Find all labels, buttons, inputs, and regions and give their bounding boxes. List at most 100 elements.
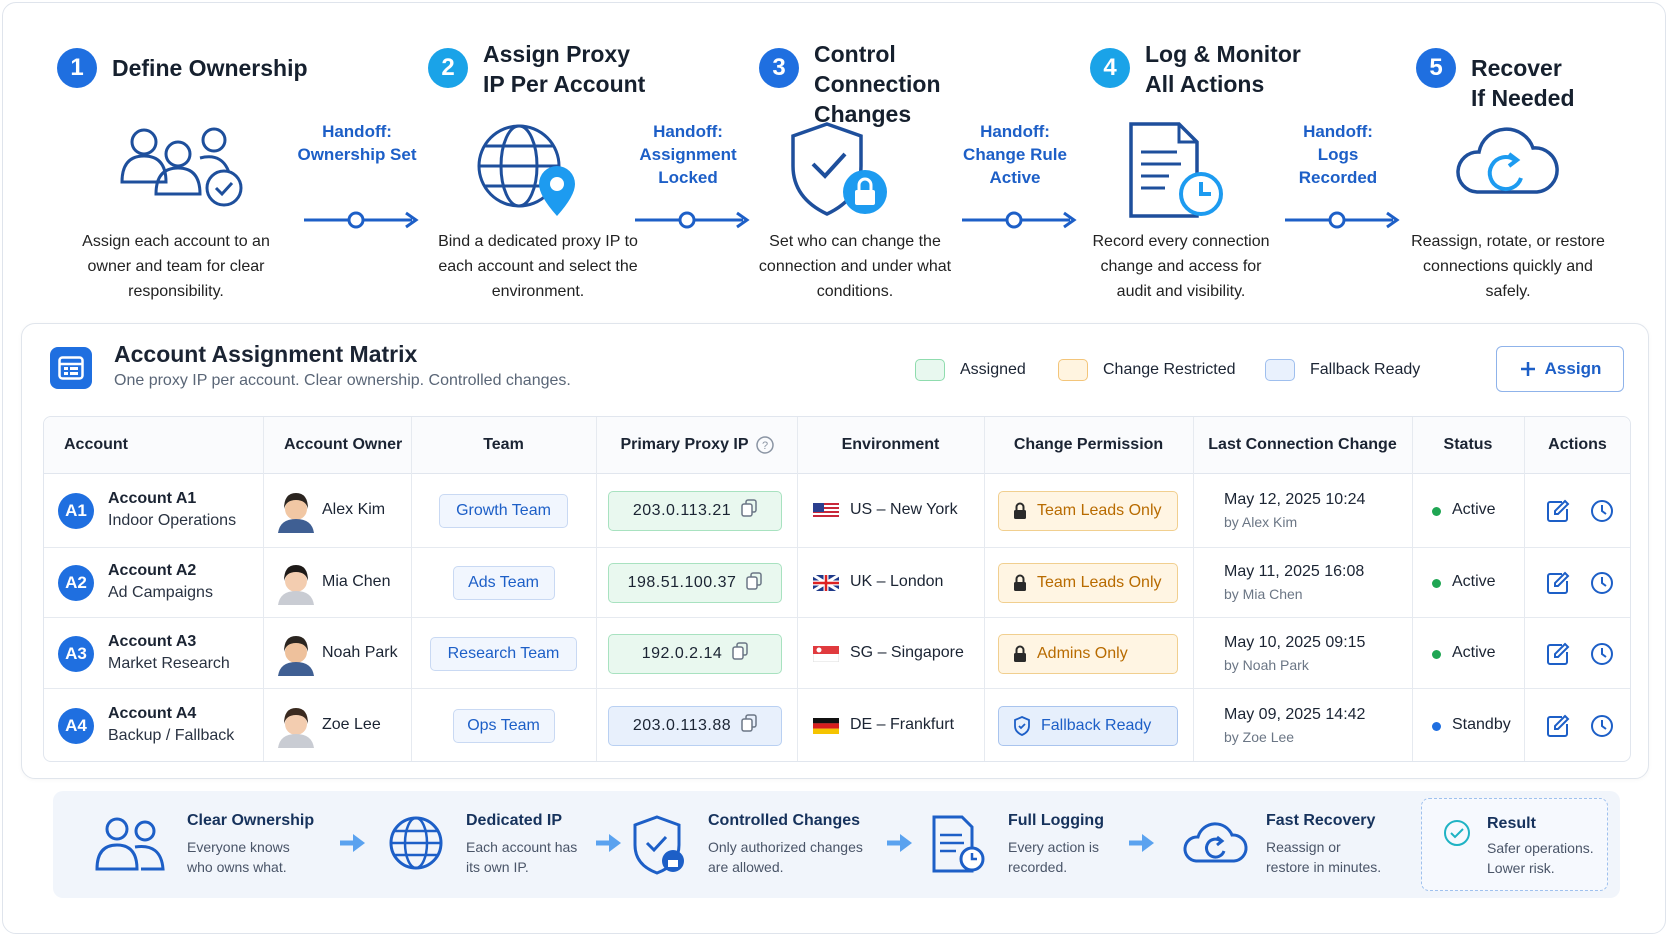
- column-header: Account Owner: [284, 436, 403, 453]
- handoff-prefix: Handoff:: [1303, 122, 1373, 141]
- row-divider: [44, 688, 1630, 689]
- owner-name: Mia Chen: [322, 573, 391, 590]
- ip-address: 203.0.113.21: [632, 501, 732, 519]
- arrow-glyph: [887, 834, 912, 852]
- step-title: Define Ownership: [112, 55, 308, 81]
- history-button[interactable]: [1590, 571, 1614, 600]
- handoff-prefix: Handoff:: [653, 122, 723, 141]
- step-icon: [473, 120, 583, 225]
- summary-title: Fast Recovery: [1266, 812, 1376, 829]
- clock-glyph: [1591, 499, 1613, 522]
- edit-glyph: [1547, 571, 1570, 594]
- team-pill: Ops Team: [452, 708, 555, 743]
- avatar: [276, 489, 316, 538]
- clock-glyph: [1591, 714, 1613, 737]
- header-row: [44, 417, 1630, 474]
- edit-glyph: [1547, 499, 1570, 522]
- summary-arrow: [1127, 832, 1157, 859]
- summary-text: Every action is recorded.: [1008, 839, 1100, 875]
- column-header: Environment: [841, 436, 940, 453]
- avatar-glyph: [278, 565, 314, 605]
- environment: DE – Frankfurt: [850, 715, 955, 733]
- permission-pill: Team Leads Only: [998, 490, 1178, 531]
- step-title: Recover If Needed: [1471, 55, 1575, 111]
- account-badge: A1: [58, 492, 94, 529]
- help-glyph: ?: [756, 436, 774, 454]
- account-badge: A4: [58, 707, 94, 744]
- arrow-glyph: [962, 211, 1077, 229]
- history-button[interactable]: [1590, 499, 1614, 528]
- copy-button[interactable]: [741, 714, 757, 737]
- matrix-icon: [50, 347, 92, 389]
- flag: [813, 717, 839, 739]
- log-glyph: [932, 815, 985, 873]
- arrow-glyph: [596, 834, 621, 852]
- team-pill: Growth Team: [439, 493, 568, 528]
- history-button[interactable]: [1590, 714, 1614, 743]
- account-name: Account A1: [108, 489, 197, 507]
- edit-glyph: [1547, 714, 1570, 737]
- shield-icon: [791, 122, 887, 216]
- status-dot: [1432, 721, 1441, 731]
- lock-glyph: [1014, 502, 1026, 519]
- copy-button[interactable]: [732, 642, 749, 665]
- status-dot: [1432, 579, 1441, 588]
- summary-arrow: [885, 832, 915, 859]
- cloud-glyph: [1183, 822, 1248, 863]
- summary-arrow: [338, 832, 368, 859]
- handoff: Handoff: Change Rule Active: [955, 120, 1075, 189]
- history-button[interactable]: [1590, 642, 1614, 671]
- matrix-subtitle: One proxy IP per account. Clear ownershi…: [114, 372, 571, 389]
- permission-pill: Fallback Ready: [998, 705, 1178, 746]
- matrix-title: Account Assignment Matrix: [114, 341, 418, 367]
- edit-button[interactable]: [1546, 571, 1570, 600]
- step-number: 2: [428, 48, 468, 88]
- handoff-prefix: Handoff:: [980, 122, 1050, 141]
- arrow-glyph: [635, 211, 750, 229]
- table-glyph: [58, 356, 84, 380]
- column-header: Account: [64, 436, 128, 453]
- handoff-arrow: [1283, 208, 1403, 237]
- edit-button[interactable]: [1546, 499, 1570, 528]
- ip-address: 203.0.113.88: [632, 716, 732, 734]
- globe-icon: [477, 124, 575, 216]
- permission-pill: Team Leads Only: [998, 563, 1178, 603]
- copy-button[interactable]: [741, 499, 757, 522]
- help-icon[interactable]: ?: [755, 435, 775, 460]
- assign-button[interactable]: Assign: [1496, 346, 1624, 392]
- legend-swatch: [1058, 359, 1088, 381]
- step-icon: [1453, 120, 1563, 215]
- account-badge: A2: [58, 565, 94, 601]
- changed-by: by Alex Kim: [1224, 513, 1298, 530]
- column-header: Change Permission: [1013, 436, 1164, 453]
- ip-field: 192.0.2.14: [608, 633, 782, 674]
- check-glyph: [1444, 820, 1470, 846]
- owner-name: Alex Kim: [322, 500, 386, 518]
- svg-text:?: ?: [762, 440, 768, 452]
- team-pill: Research Team: [430, 636, 577, 671]
- changed-by: by Noah Park: [1224, 656, 1309, 673]
- edit-button[interactable]: [1546, 642, 1570, 671]
- permission: Team Leads Only: [1037, 574, 1162, 591]
- handoff-label: Assignment Locked: [639, 145, 737, 187]
- status: Active: [1452, 573, 1496, 590]
- step-description: Set who can change the connection and un…: [758, 233, 952, 300]
- handoff: Handoff: Ownership Set: [297, 120, 417, 166]
- copy-glyph: [732, 642, 749, 660]
- people-glyph: [95, 817, 165, 871]
- summary-text: Only authorized changes are allowed.: [708, 839, 863, 875]
- owner-name: Noah Park: [322, 643, 398, 661]
- permission: Team Leads Only: [1037, 501, 1162, 519]
- log-icon: [1129, 122, 1223, 218]
- avatar: [276, 632, 316, 681]
- last-change: May 10, 2025 09:15: [1224, 633, 1366, 651]
- step-description: Record every connection change and acces…: [1092, 233, 1270, 300]
- edit-button[interactable]: [1546, 714, 1570, 743]
- environment: UK – London: [850, 573, 944, 590]
- handoff-prefix: Handoff:: [322, 122, 392, 141]
- copy-button[interactable]: [746, 571, 763, 595]
- copy-glyph: [746, 571, 763, 590]
- column-divider: [1193, 417, 1194, 761]
- column-header: Last Connection Change: [1208, 436, 1397, 453]
- flag-glyph: [812, 645, 840, 662]
